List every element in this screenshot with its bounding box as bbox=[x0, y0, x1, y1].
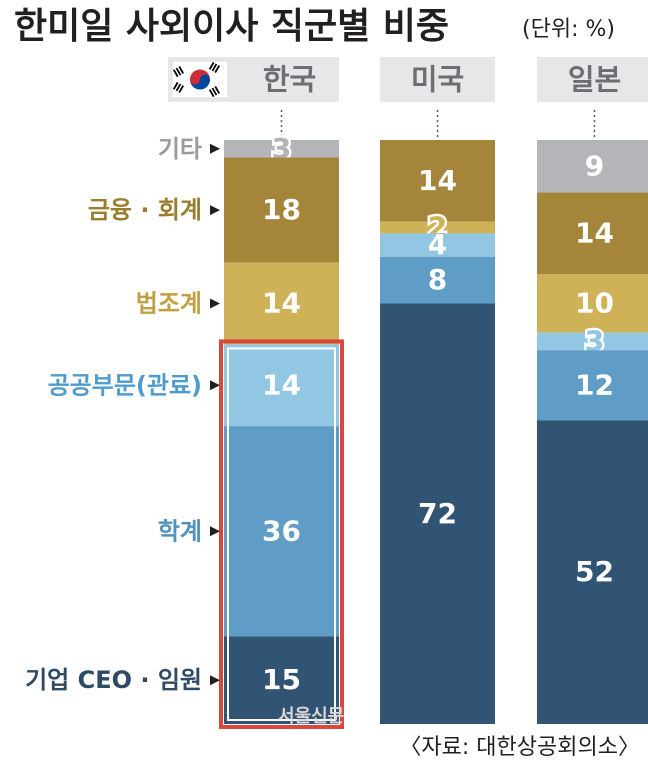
category-label-text: 금융 · 회계 bbox=[88, 196, 202, 224]
category-label-text: 학계 bbox=[158, 517, 202, 545]
column-header-bg bbox=[537, 57, 648, 102]
bar-value-label: 4 bbox=[428, 228, 447, 261]
bar-segment bbox=[224, 157, 339, 263]
category-label-legal: 법조계 bbox=[136, 290, 220, 318]
category-label-academia: 학계 bbox=[158, 517, 220, 545]
pointer-arrow-icon bbox=[210, 143, 220, 154]
bar-segment bbox=[537, 350, 648, 421]
korea-flag-icon bbox=[171, 60, 229, 99]
bar-value-label: 36 bbox=[262, 514, 301, 547]
column-header-bg bbox=[380, 57, 495, 102]
bar-value-label: 18 bbox=[262, 193, 301, 226]
bar-segment bbox=[380, 233, 495, 257]
bar-value-label-fill: 3 bbox=[272, 132, 291, 165]
column-label: 일본 bbox=[568, 63, 621, 97]
bar-segment bbox=[224, 426, 339, 637]
column-headers: 한국 미국 일본 bbox=[168, 57, 648, 138]
category-label-public: 공공부문(관료) bbox=[48, 371, 220, 399]
bar-segment bbox=[537, 274, 648, 333]
source-label: 〈자료: 대한상공회의소〉 bbox=[399, 735, 640, 760]
bar-segment bbox=[537, 332, 648, 351]
category-label-text: 기타 bbox=[158, 135, 202, 163]
pointer-arrow-icon bbox=[210, 380, 220, 391]
bar-value-label: 8 bbox=[428, 263, 447, 296]
bar-value-label: 72 bbox=[418, 497, 457, 530]
unit-label: (단위: %) bbox=[522, 17, 615, 42]
column-label: 미국 bbox=[411, 63, 464, 97]
bar-value-label-fill: 3 bbox=[585, 324, 604, 357]
pointer-arrow-icon bbox=[210, 298, 220, 309]
bar-segment bbox=[380, 303, 495, 724]
bar-segment bbox=[537, 192, 648, 275]
bar-segment bbox=[380, 221, 495, 234]
bar-segment bbox=[537, 420, 648, 724]
highlight-box bbox=[219, 339, 344, 729]
bar-value-label: 14 bbox=[418, 164, 457, 197]
highlight-inner-border bbox=[227, 347, 336, 721]
bar-value-label: 14 bbox=[262, 368, 301, 401]
bar-value-label: 10 bbox=[575, 287, 614, 320]
bar-value-label: 14 bbox=[262, 287, 301, 320]
pointer-arrow-icon bbox=[210, 526, 220, 537]
column-header-1: 미국 bbox=[380, 57, 495, 138]
bar-value-label: 12 bbox=[575, 368, 614, 401]
column-header-2: 일본 bbox=[537, 57, 648, 138]
bar-value-label: 9 bbox=[585, 149, 604, 182]
bar-value-label: 52 bbox=[575, 555, 614, 588]
watermark: 서울신문 bbox=[278, 706, 344, 727]
bar-segment bbox=[224, 140, 339, 158]
column-header-0: 한국 bbox=[168, 57, 339, 138]
category-label-finance: 금융 · 회계 bbox=[88, 196, 220, 224]
bar-segment bbox=[224, 636, 339, 724]
category-label-other: 기타 bbox=[158, 135, 220, 163]
bar-value-label: 14 bbox=[575, 216, 614, 249]
chart-title: 한미일 사외이사 직군별 비중 bbox=[14, 6, 449, 47]
category-label-business: 기업 CEO · 임원 bbox=[25, 666, 220, 694]
bar-value-label: 15 bbox=[262, 663, 301, 696]
bar-segment bbox=[380, 140, 495, 222]
pointer-arrow-icon bbox=[210, 675, 220, 686]
bar-segment bbox=[380, 256, 495, 304]
category-label-text: 기업 CEO · 임원 bbox=[25, 666, 202, 694]
bar-segment bbox=[537, 140, 648, 193]
pointer-arrow-icon bbox=[210, 205, 220, 216]
category-label-text: 공공부문(관료) bbox=[48, 371, 202, 399]
bar-segment bbox=[224, 262, 339, 345]
column-label: 한국 bbox=[263, 63, 316, 97]
category-label-text: 법조계 bbox=[136, 290, 202, 318]
bar-segment bbox=[224, 344, 339, 427]
